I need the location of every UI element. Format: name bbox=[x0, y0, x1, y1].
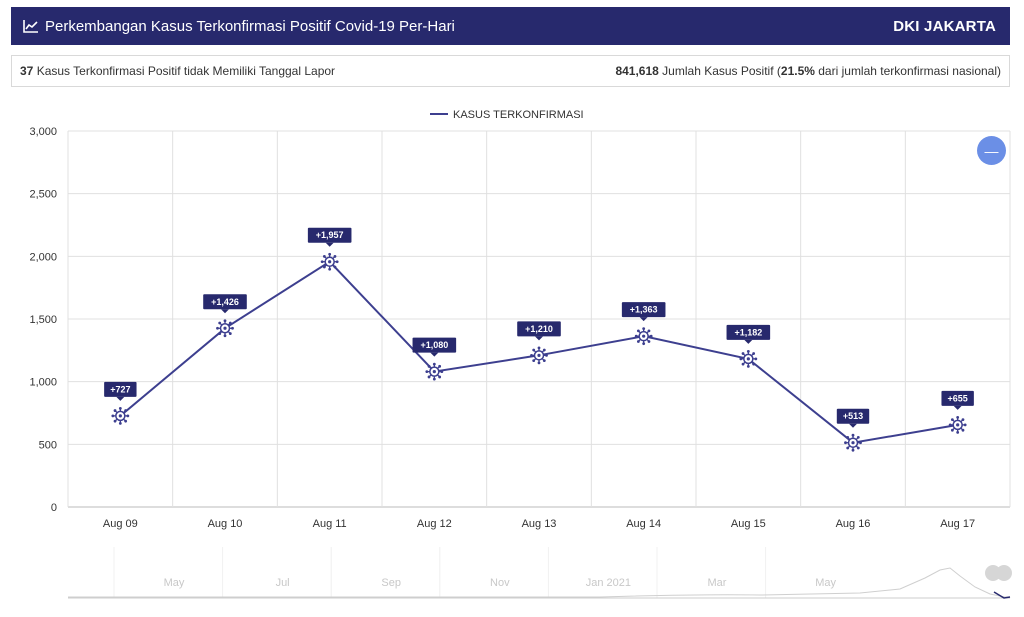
navigator-label: Sep bbox=[381, 577, 401, 589]
svg-text:+1,957: +1,957 bbox=[316, 230, 344, 240]
navigator-label: Nov bbox=[490, 577, 510, 589]
chart-legend[interactable]: KASUS TERKONFIRMASI bbox=[430, 109, 584, 121]
y-tick-label: 500 bbox=[39, 439, 57, 451]
navigator-selection[interactable] bbox=[993, 591, 1011, 599]
data-label: +1,957 bbox=[307, 227, 352, 247]
svg-text:+1,080: +1,080 bbox=[420, 340, 448, 350]
navigator-handle-right[interactable] bbox=[996, 565, 1012, 581]
y-tick-label: 0 bbox=[51, 502, 57, 514]
data-label: +1,210 bbox=[517, 321, 561, 341]
data-label: +1,080 bbox=[412, 337, 457, 357]
x-tick-label: Aug 13 bbox=[522, 518, 557, 530]
x-tick-label: Aug 11 bbox=[313, 518, 347, 530]
data-label: +1,363 bbox=[621, 302, 666, 322]
virus-icon[interactable] bbox=[530, 346, 548, 365]
x-tick-label: Aug 16 bbox=[836, 518, 871, 530]
zoom-out-button[interactable]: — bbox=[977, 136, 1006, 165]
chart-navigator[interactable]: May Jul Sep Nov Jan 2021 Mar May bbox=[68, 547, 1012, 599]
minus-icon: — bbox=[984, 142, 999, 159]
virus-icon[interactable] bbox=[111, 406, 130, 425]
virus-icon[interactable] bbox=[634, 327, 653, 346]
page-title: Perkembangan Kasus Terkonfirmasi Positif… bbox=[45, 17, 455, 35]
virus-icon[interactable] bbox=[948, 416, 967, 434]
svg-text:+655: +655 bbox=[948, 393, 968, 403]
svg-text:+1,182: +1,182 bbox=[734, 327, 762, 337]
y-tick-label: 1,500 bbox=[29, 314, 57, 326]
total-positive-info: 841,618 Jumlah Kasus Positif (21.5% dari… bbox=[615, 64, 1001, 78]
virus-icon[interactable] bbox=[739, 349, 758, 368]
legend-label: KASUS TERKONFIRMASI bbox=[453, 109, 584, 121]
x-tick-label: Aug 10 bbox=[208, 518, 243, 530]
data-label: +655 bbox=[941, 390, 974, 410]
data-label: +727 bbox=[104, 381, 137, 401]
y-tick-label: 2,500 bbox=[29, 189, 57, 201]
daily-cases-chart: KASUS TERKONFIRMASI 0 500 1,000 1,500 2,000 2… bbox=[29, 109, 1012, 599]
header-title-group: Perkembangan Kasus Terkonfirmasi Positif… bbox=[23, 18, 455, 35]
data-label: +1,426 bbox=[203, 294, 247, 314]
total-positive-text: Jumlah Kasus Positif ( bbox=[658, 64, 781, 78]
svg-text:+1,426: +1,426 bbox=[211, 297, 239, 307]
x-tick-label: Aug 17 bbox=[940, 518, 975, 530]
unreported-count: 37 bbox=[20, 64, 34, 78]
navigator-label: Mar bbox=[708, 577, 727, 589]
y-tick-label: 2,000 bbox=[29, 251, 57, 263]
svg-text:+727: +727 bbox=[110, 384, 130, 394]
data-label: +513 bbox=[836, 408, 870, 428]
national-percent: 21.5% bbox=[780, 64, 815, 78]
y-tick-label: 1,000 bbox=[29, 377, 57, 389]
total-positive-count: 841,618 bbox=[615, 64, 659, 78]
y-tick-label: 3,000 bbox=[29, 126, 57, 138]
virus-icon[interactable] bbox=[320, 252, 339, 271]
chart-header: Perkembangan Kasus Terkonfirmasi Positif… bbox=[11, 7, 1010, 45]
x-tick-label: Aug 12 bbox=[417, 518, 452, 530]
navigator-label: May bbox=[815, 577, 836, 589]
svg-text:+1,210: +1,210 bbox=[525, 324, 553, 334]
svg-text:+1,363: +1,363 bbox=[630, 305, 658, 315]
data-label: +1,182 bbox=[726, 324, 771, 344]
unreported-text: Kasus Terkonfirmasi Positif tidak Memili… bbox=[33, 64, 336, 78]
navigator-label: Jan 2021 bbox=[586, 577, 631, 589]
unreported-date-info: 37 Kasus Terkonfirmasi Positif tidak Mem… bbox=[20, 64, 335, 78]
x-tick-label: Aug 14 bbox=[626, 518, 661, 530]
region-label: DKI JAKARTA bbox=[893, 17, 996, 35]
navigator-track bbox=[68, 547, 1010, 598]
total-positive-text-end: dari jumlah terkonfirmasi nasional) bbox=[814, 64, 1001, 78]
virus-icon[interactable] bbox=[216, 319, 234, 338]
navigator-series bbox=[68, 567, 1010, 598]
virus-icon[interactable] bbox=[844, 433, 862, 452]
line-chart-icon bbox=[23, 20, 38, 33]
navigator-handle-left[interactable] bbox=[985, 565, 1001, 581]
svg-text:+513: +513 bbox=[843, 411, 863, 421]
navigator-label: May bbox=[164, 577, 185, 589]
info-bar: 37 Kasus Terkonfirmasi Positif tidak Mem… bbox=[11, 55, 1010, 87]
virus-icon[interactable] bbox=[425, 362, 444, 381]
x-tick-label: Aug 09 bbox=[103, 518, 138, 530]
x-tick-label: Aug 15 bbox=[731, 518, 766, 530]
navigator-label: Jul bbox=[276, 577, 290, 589]
